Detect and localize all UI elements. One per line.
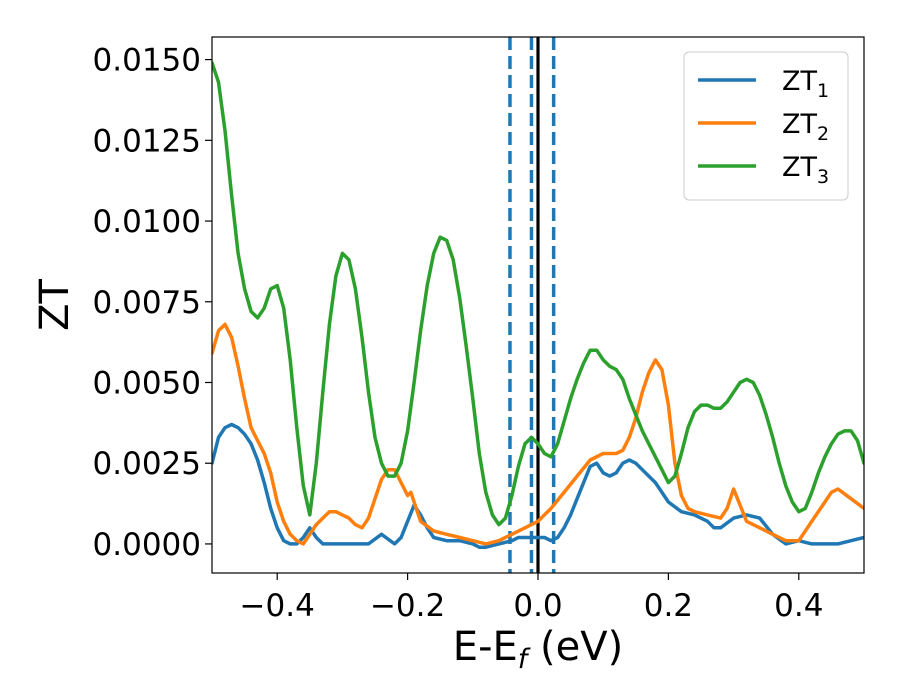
y-tick-label: 0.0100 — [93, 204, 201, 240]
y-axis-ticks: 0.0000 0.0025 0.0050 0.0075 0.0100 0.0125 0.01… — [93, 43, 212, 563]
x-tick-label: 0.4 — [774, 588, 823, 624]
legend-label-2: ZT2 — [782, 109, 829, 145]
y-tick-label: 0.0025 — [93, 446, 201, 482]
y-tick-label: 0.0000 — [93, 527, 201, 563]
reference-lines — [508, 37, 556, 573]
legend-frame — [683, 51, 849, 201]
x-axis-label-unit-text: (eV) — [540, 624, 623, 670]
legend-label-3: ZT3 — [782, 152, 829, 188]
series-lines — [212, 61, 864, 549]
legend: ZT1 ZT2 ZT3 — [683, 51, 849, 201]
x-tick-label: 0.0 — [513, 588, 562, 624]
series-line-2 — [212, 322, 864, 546]
x-tick-label: −0.4 — [240, 588, 315, 624]
legend-label-1: ZT1 — [782, 66, 829, 102]
y-tick-label: 0.0050 — [93, 365, 201, 401]
series-line-1 — [212, 422, 864, 549]
x-axis-ticks: −0.4 −0.2 0.0 0.2 0.4 — [240, 573, 823, 624]
x-tick-label: −0.2 — [370, 588, 445, 624]
x-axis-label-unit — [527, 624, 540, 670]
y-tick-label: 0.0125 — [93, 123, 201, 159]
y-tick-label: 0.0075 — [93, 285, 201, 321]
y-axis-label: ZT — [32, 279, 78, 331]
x-tick-label: 0.2 — [644, 588, 693, 624]
x-axis-label: E-Ef (eV) — [453, 624, 623, 675]
series-line-3 — [212, 61, 864, 527]
y-tick-label: 0.0150 — [93, 43, 201, 79]
